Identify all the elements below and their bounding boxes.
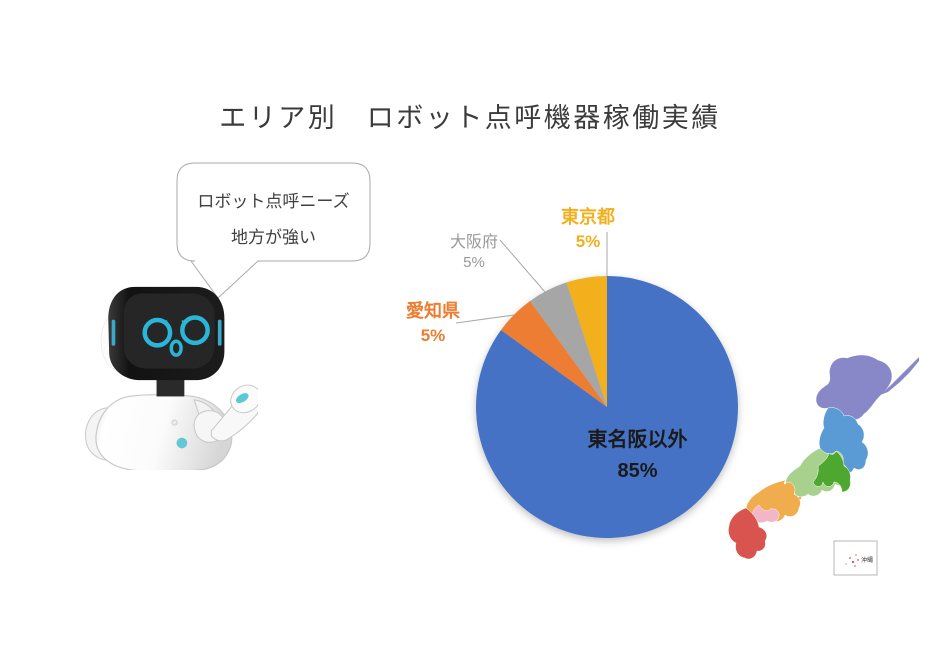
svg-text:沖縄: 沖縄 [861, 556, 873, 564]
